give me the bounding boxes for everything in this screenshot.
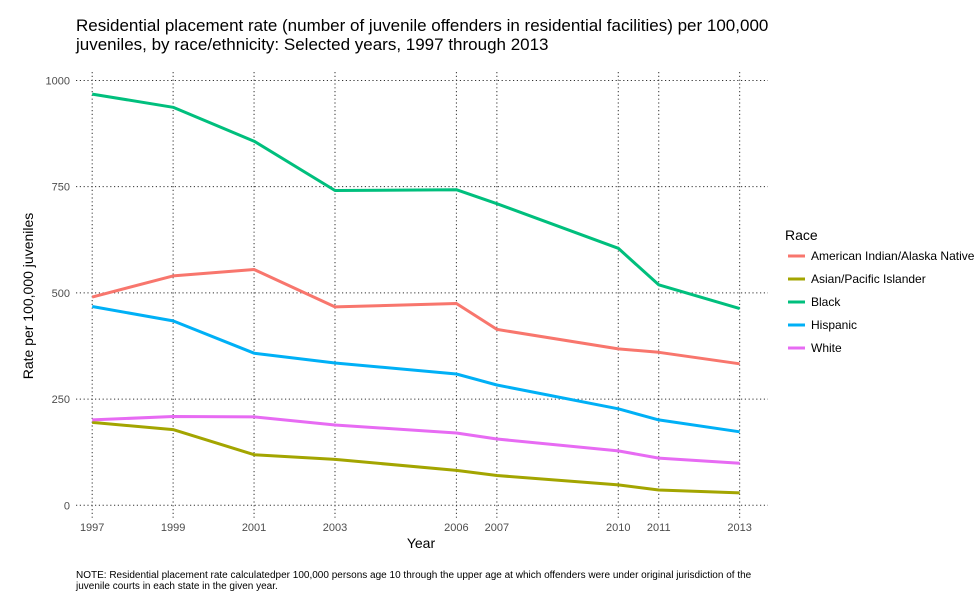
- x-tick-label: 2006: [444, 522, 468, 534]
- legend-label: Black: [811, 295, 841, 309]
- legend-title: Race: [785, 227, 818, 243]
- y-axis-ticks: 0 250 500 750 1000: [46, 75, 70, 512]
- series-line-american-indian-alaska-native: [91, 268, 740, 366]
- x-tick-label: 1997: [80, 522, 104, 534]
- legend-label: American Indian/Alaska Native: [811, 249, 975, 263]
- y-tick-label: 1000: [46, 75, 70, 87]
- x-axis-title: Year: [407, 535, 436, 551]
- x-tick-label: 2010: [606, 522, 630, 534]
- footnote: NOTE: Residential placement rate calcula…: [76, 570, 752, 592]
- x-tick-label: 2013: [727, 522, 751, 534]
- x-tick-label: 1999: [161, 522, 185, 534]
- y-axis-title: Rate per 100,000 juveniles: [20, 213, 36, 380]
- legend-label: Hispanic: [811, 318, 857, 332]
- y-tick-label: 750: [52, 182, 70, 194]
- x-axis-ticks: 1997 1999 2001 2003 2006 2007 2010 2011 2013: [80, 522, 752, 534]
- series-line-asian-pacific-islander: [92, 420, 740, 495]
- legend-label: Asian/Pacific Islander: [811, 272, 926, 286]
- y-tick-label: 250: [52, 394, 70, 406]
- series-line-hispanic: [91, 305, 740, 434]
- y-tick-label: 500: [52, 288, 70, 300]
- series-line-white: [92, 415, 740, 465]
- series-line-black: [91, 92, 741, 311]
- series-lines: [91, 92, 741, 495]
- chart-title: Residential placement rate (number of ju…: [76, 16, 769, 54]
- grid-lines: [76, 72, 768, 518]
- legend: Race American Indian/Alaska Native Asian/…: [785, 227, 975, 355]
- x-tick-label: 2003: [323, 522, 347, 534]
- x-tick-label: 2001: [242, 522, 266, 534]
- x-tick-label: 2011: [647, 522, 671, 534]
- legend-label: White: [811, 341, 842, 355]
- y-tick-label: 0: [64, 500, 70, 512]
- x-tick-label: 2007: [485, 522, 509, 534]
